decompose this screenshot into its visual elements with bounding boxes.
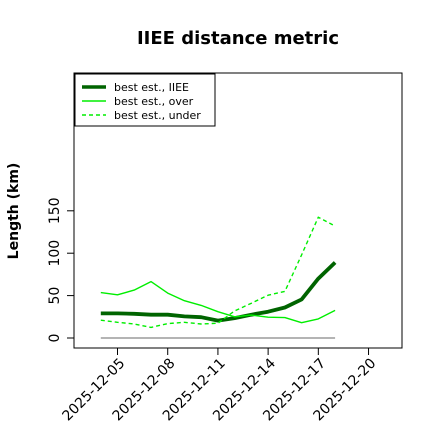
legend: best est., IIEE best est., over best est… <box>74 73 216 127</box>
legend-label-over: best est., over <box>114 95 194 108</box>
chart-title: IIEE distance metric <box>137 28 339 49</box>
legend-box <box>74 73 216 127</box>
y-tick-label: 50 <box>47 287 63 305</box>
series-line-over <box>100 280 336 324</box>
x-axis: 2025-12-052025-12-082025-12-112025-12-14… <box>59 348 379 424</box>
y-axis: 0 50 100 150 <box>47 197 74 342</box>
series-line-under <box>100 216 336 329</box>
legend-label-under: best est., under <box>114 109 201 122</box>
series-line-iiee <box>100 261 337 323</box>
y-tick-label: 100 <box>47 240 63 267</box>
legend-label-iiee: best est., IIEE <box>114 81 189 94</box>
y-tick-label: 150 <box>47 197 63 224</box>
y-tick-label: 0 <box>47 334 63 343</box>
series-layer <box>100 216 337 339</box>
y-axis-label: Length (km) <box>6 163 22 260</box>
